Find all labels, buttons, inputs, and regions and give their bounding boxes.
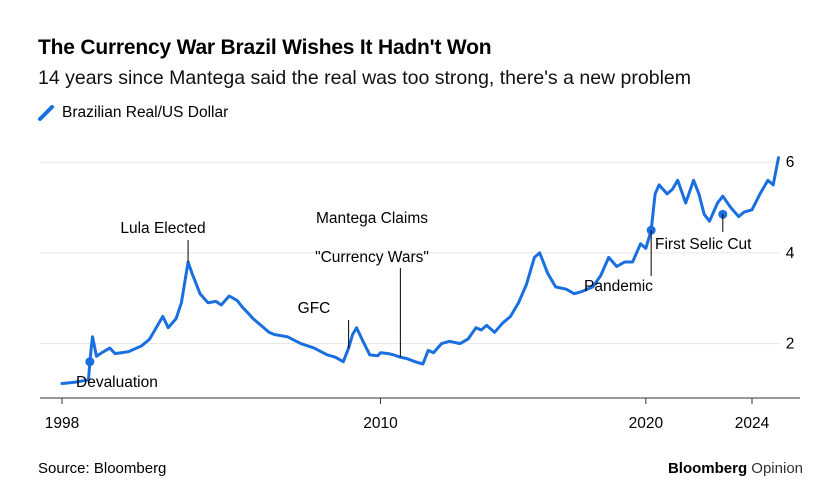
annotation-label: Lula Elected [120,220,205,237]
y-tick-label: 4 [786,245,795,262]
annotation-label: First Selic Cut [655,236,752,253]
y-tick-label: 2 [786,336,795,353]
chart-legend: Brazilian Real/US Dollar [38,104,228,122]
y-tick-label: 6 [786,154,795,171]
brand-sub: Opinion [751,460,803,477]
brand-logo: Bloomberg Opinion [668,460,803,477]
annotation-dot [85,357,95,367]
annotation-label: Pandemic [584,278,653,295]
legend-label: Brazilian Real/US Dollar [62,104,229,121]
annotation-label: GFC [298,300,331,317]
x-tick-label: 2010 [363,415,398,432]
x-tick-label: 2020 [629,415,664,432]
x-tick-label: 1998 [45,415,79,432]
chart-title: The Currency War Brazil Wishes It Hadn't… [38,36,492,59]
x-tick-label: 2024 [735,415,770,432]
annotation-label: Mantega Claims [316,210,428,227]
series-line [60,156,780,385]
legend-line-icon [38,105,54,121]
annotation-label: Devaluation [76,374,158,391]
brand-main: Bloomberg [667,460,748,477]
source-note: Source: Bloomberg [38,460,167,477]
annotation-label: "Currency Wars" [315,249,429,266]
chart-subtitle: 14 years since Mantega said the real was… [38,67,691,89]
